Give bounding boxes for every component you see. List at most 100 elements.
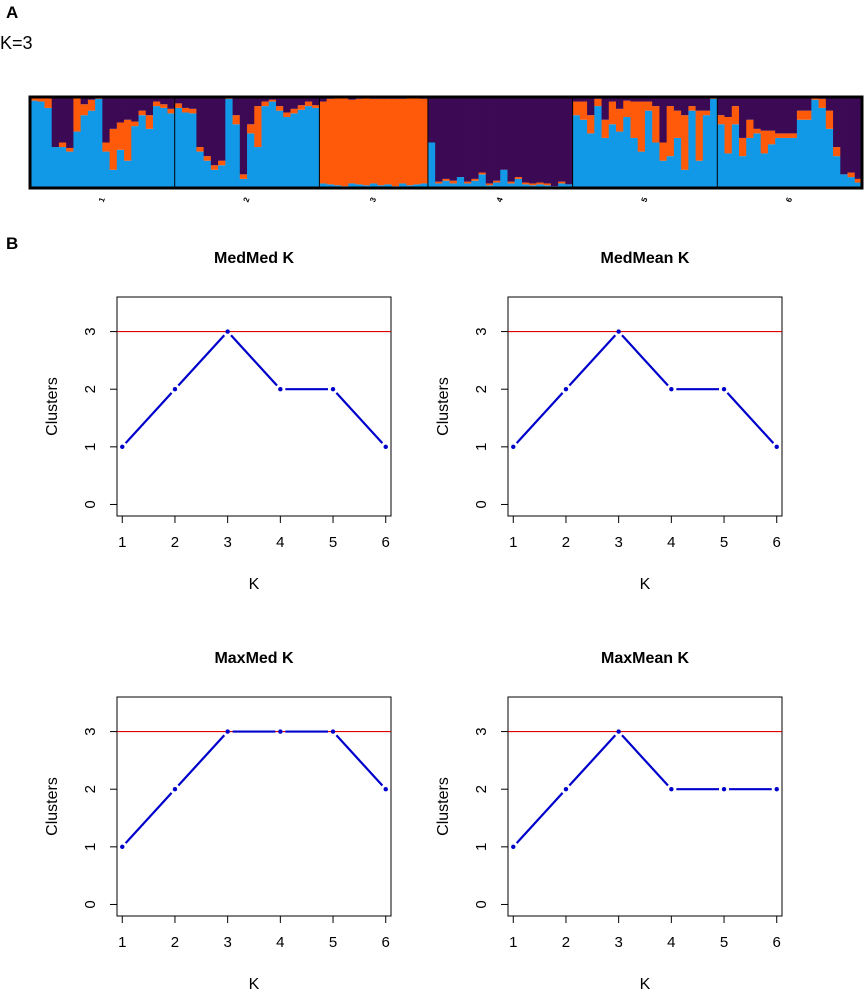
admixture-bar-segment bbox=[558, 97, 566, 182]
admixture-bar-segment bbox=[124, 97, 132, 120]
admixture-bar-segment bbox=[673, 97, 682, 111]
admixture-bar-segment bbox=[847, 97, 856, 173]
admixture-bar-segment bbox=[847, 172, 856, 178]
admixture-bar-segment bbox=[565, 184, 573, 188]
admixture-bar-segment bbox=[767, 130, 776, 145]
x-tick-label: 6 bbox=[382, 534, 390, 551]
admixture-bar-segment bbox=[319, 183, 328, 188]
admixture-bar-segment bbox=[514, 178, 523, 188]
data-point bbox=[511, 444, 516, 450]
data-point bbox=[774, 444, 779, 450]
admixture-bar-segment bbox=[152, 101, 161, 107]
y-tick-label: 3 bbox=[82, 727, 99, 735]
admixture-bar-segment bbox=[261, 106, 270, 188]
admixture-bar-segment bbox=[239, 97, 248, 175]
admixture-bar-segment bbox=[80, 97, 89, 105]
data-point bbox=[225, 329, 230, 334]
admixture-bar-segment bbox=[688, 110, 696, 188]
admixture-bar-segment bbox=[594, 98, 602, 107]
admixture-bar-segment bbox=[73, 131, 82, 188]
admixture-bar-segment bbox=[753, 128, 762, 134]
admixture-bar-segment bbox=[326, 98, 335, 185]
series-segment bbox=[335, 392, 384, 444]
x-tick-label: 2 bbox=[562, 534, 570, 551]
x-axis-label: K bbox=[249, 576, 260, 593]
admixture-bar-segment bbox=[854, 178, 863, 183]
admixture-bar-segment bbox=[341, 97, 349, 187]
population-label: 5 bbox=[639, 196, 649, 204]
admixture-bar-segment bbox=[44, 107, 53, 188]
x-tick-label: 6 bbox=[773, 934, 781, 951]
admixture-bar-segment bbox=[124, 160, 132, 188]
admixture-bar-segment bbox=[695, 97, 704, 111]
admixture-bar-segment bbox=[666, 106, 675, 157]
data-point bbox=[511, 844, 516, 850]
plot-title: MaxMean K bbox=[601, 650, 689, 667]
admixture-bar-segment bbox=[189, 108, 197, 114]
admixture-bar-segment bbox=[753, 133, 762, 188]
admixture-bar-segment bbox=[529, 183, 537, 186]
admixture-bar-segment bbox=[529, 97, 537, 184]
admixture-bar-segment bbox=[818, 107, 827, 188]
admixture-bar-segment bbox=[804, 110, 812, 120]
y-tick-label: 2 bbox=[473, 385, 490, 393]
admixture-bar-segment bbox=[225, 98, 233, 188]
admixture-bar-segment bbox=[427, 97, 436, 143]
admixture-bar-segment bbox=[102, 142, 110, 152]
admixture-bar-segment bbox=[283, 97, 291, 113]
y-axis-label: Clusters bbox=[44, 377, 61, 436]
admixture-bar-segment bbox=[847, 177, 856, 188]
admixture-bar-segment bbox=[290, 113, 299, 188]
admixture-bar-segment bbox=[145, 97, 154, 116]
admixture-bar-segment bbox=[637, 97, 646, 102]
admixture-bar-segment bbox=[760, 153, 769, 188]
admixture-bar-segment bbox=[775, 133, 783, 138]
admixture-bar-segment bbox=[796, 97, 805, 111]
admixture-bar-segment bbox=[825, 110, 834, 129]
series-segment bbox=[621, 334, 669, 387]
series-segment bbox=[124, 792, 173, 844]
admixture-bar-segment bbox=[789, 137, 798, 188]
x-tick-label: 3 bbox=[223, 534, 231, 551]
admixture-bar-segment bbox=[449, 180, 458, 184]
admixture-bar-segment bbox=[80, 104, 89, 116]
admixture-bar-segment bbox=[558, 183, 566, 188]
admixture-bar-segment bbox=[804, 119, 812, 188]
y-tick-label: 2 bbox=[473, 785, 490, 793]
admixture-bar-segment bbox=[543, 97, 552, 184]
x-tick-label: 1 bbox=[509, 934, 517, 951]
admixture-bar-segment bbox=[717, 97, 725, 116]
plot-frame bbox=[507, 696, 783, 917]
admixture-bar-segment bbox=[210, 169, 219, 188]
admixture-bar-segment bbox=[644, 110, 653, 188]
admixture-bar-segment bbox=[782, 137, 791, 188]
x-axis-label: K bbox=[249, 976, 260, 993]
admixture-bar-segment bbox=[702, 110, 711, 116]
y-tick-label: 1 bbox=[473, 843, 490, 851]
admixture-bar-segment bbox=[854, 97, 863, 179]
admixture-bar-segment bbox=[616, 108, 624, 132]
admixture-bar-segment bbox=[174, 103, 183, 108]
admixture-bar-segment bbox=[167, 113, 176, 188]
admixture-bar-segment bbox=[304, 97, 313, 102]
admixture-bar-segment bbox=[370, 98, 378, 184]
admixture-bar-segment bbox=[637, 151, 646, 188]
admixture-bar-segment bbox=[203, 156, 212, 161]
y-tick-label: 0 bbox=[473, 900, 490, 908]
admixture-bar-segment bbox=[138, 97, 147, 111]
series-segment bbox=[230, 334, 278, 387]
admixture-bar-segment bbox=[644, 97, 653, 102]
data-point bbox=[563, 787, 569, 792]
admixture-bar-segment bbox=[717, 124, 725, 188]
admixture-bar-segment bbox=[87, 110, 96, 188]
admixture-bar-segment bbox=[521, 184, 530, 188]
admixture-bar-segment bbox=[297, 97, 306, 106]
x-tick-label: 5 bbox=[329, 534, 337, 551]
admixture-bar-segment bbox=[833, 156, 841, 188]
admixture-bar-segment bbox=[760, 130, 769, 154]
series-segment bbox=[335, 734, 384, 787]
series-segment bbox=[515, 392, 564, 444]
x-axis-label: K bbox=[640, 976, 651, 993]
x-tick-label: 5 bbox=[720, 534, 728, 551]
